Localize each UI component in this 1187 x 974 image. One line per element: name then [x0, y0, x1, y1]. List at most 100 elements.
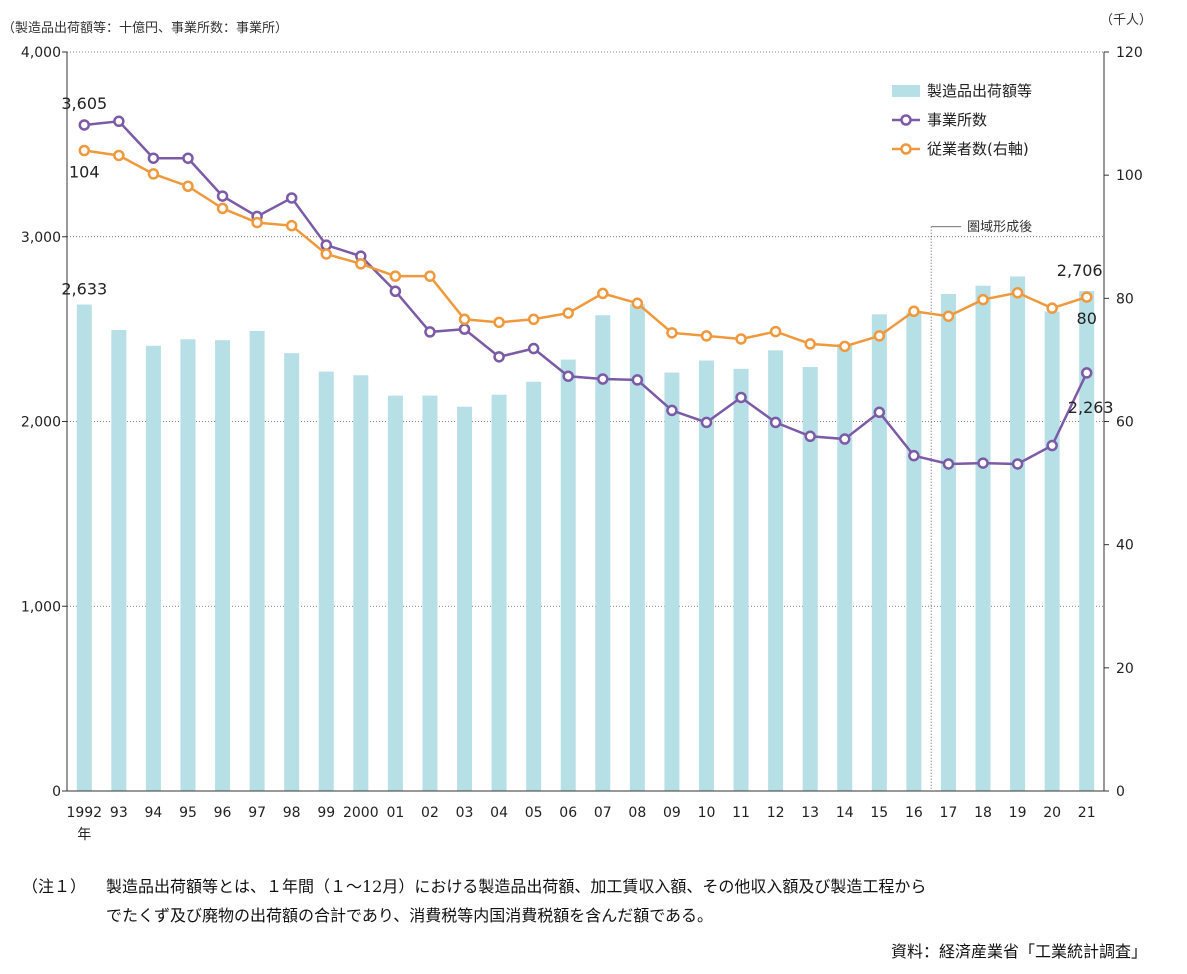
data-label: 2,263	[1068, 398, 1114, 417]
bar	[284, 353, 300, 791]
legend-marker	[900, 114, 912, 126]
data-label: 104	[69, 163, 100, 182]
point-marker	[113, 115, 125, 128]
point-marker	[631, 374, 644, 386]
point-marker	[320, 248, 332, 260]
right-axis-tick-label: 40	[1116, 538, 1134, 554]
x-axis-tick-label: 10	[698, 805, 716, 821]
legend-swatch	[892, 85, 920, 97]
note-line-1: 製造品出荷額等とは、１年間（１～12月）における製造品出荷額、加工賃収入額、その…	[106, 877, 927, 896]
left-axis-tick-label: 1,000	[21, 599, 61, 615]
point-marker	[493, 351, 505, 363]
series-line	[84, 119, 1088, 466]
data-label: 2,633	[61, 280, 107, 299]
point-marker	[147, 168, 160, 180]
bar	[940, 294, 956, 791]
right-axis-tick-label: 80	[1116, 291, 1134, 307]
point-marker	[389, 285, 402, 298]
bar	[1079, 291, 1095, 791]
point-marker	[942, 310, 955, 322]
x-axis-tick-label: 93	[110, 805, 128, 821]
point-marker	[1011, 458, 1024, 470]
point-marker	[1046, 439, 1058, 452]
point-marker	[78, 119, 91, 131]
x-axis-tick-label: 17	[940, 805, 958, 821]
bar	[906, 312, 922, 791]
point-marker	[113, 149, 125, 162]
x-axis-tick-label: 06	[559, 805, 577, 821]
x-axis-tick-label: 01	[386, 805, 404, 821]
point-marker	[597, 287, 609, 300]
bar	[215, 340, 231, 791]
bar	[180, 339, 196, 791]
x-axis-tick-label: 21	[1078, 805, 1096, 821]
note-line-2: でたくず及び廃物の出荷額の合計であり、消費税等内国消費税額を含んだ額である。	[106, 906, 714, 925]
point-marker	[804, 338, 816, 350]
bar	[111, 330, 127, 791]
x-axis-tick-label: 04	[490, 805, 508, 821]
x-axis-tick-label: 16	[905, 805, 923, 821]
x-axis-tick-label: 07	[594, 805, 612, 821]
bar	[422, 395, 438, 791]
x-axis-tick-label: 20	[1043, 805, 1061, 821]
bar	[145, 345, 161, 791]
x-axis-tick-label: 02	[421, 805, 439, 821]
bar	[871, 314, 887, 791]
point-marker	[562, 307, 574, 319]
x-axis-tick-label: 18	[974, 805, 992, 821]
point-marker	[424, 270, 436, 282]
x-axis-tick-label: 2000	[343, 805, 379, 821]
point-marker	[458, 313, 471, 326]
x-axis-tick-label: 11	[732, 805, 750, 821]
bar	[1010, 276, 1026, 791]
point-marker	[78, 144, 91, 157]
chart: （製造品出荷額等：十億円、事業所数：事業所） （千人） 圏域形成後 0 1,000…	[2, 13, 1152, 843]
left-axis-unit-label: （製造品出荷額等：十億円、事業所数：事業所）	[2, 20, 288, 36]
right-axis-tick-label: 100	[1116, 168, 1143, 184]
point-marker	[735, 333, 747, 345]
point-marker	[147, 152, 160, 164]
point-marker	[285, 192, 298, 204]
x-axis-tick-label: 19	[1009, 805, 1027, 821]
bar	[1044, 311, 1060, 791]
point-marker	[804, 430, 816, 443]
point-marker	[700, 330, 713, 342]
point-marker	[182, 180, 194, 193]
point-marker	[666, 327, 678, 339]
annotations: 圏域形成後	[930, 220, 1032, 791]
axes: 01,0002,0003,0004,0000204060801001201992…	[21, 45, 1143, 843]
bar	[595, 315, 611, 791]
point-marker	[769, 325, 782, 338]
point-marker	[182, 152, 194, 164]
left-axis-tick-label: 3,000	[21, 230, 61, 246]
point-marker	[977, 293, 989, 306]
point-marker	[527, 313, 540, 326]
bar	[560, 359, 576, 791]
bar	[975, 285, 991, 791]
x-axis-tick-label: 03	[456, 805, 474, 821]
point-marker	[735, 391, 747, 404]
x-axis-tick-label: 08	[628, 805, 646, 821]
point-marker	[839, 433, 851, 445]
legend-label: 事業所数	[927, 111, 987, 129]
point-marker	[458, 323, 471, 335]
point-marker	[320, 239, 332, 251]
data-label: 80	[1077, 309, 1097, 328]
point-marker	[873, 330, 886, 342]
bar	[629, 304, 645, 791]
right-axis-tick-label: 20	[1116, 661, 1134, 677]
x-axis-tick-label: 13	[801, 805, 819, 821]
point-marker	[355, 258, 367, 270]
data-label: 2,706	[1057, 261, 1103, 280]
legend-label: 製造品出荷額等	[927, 82, 1032, 100]
point-marker	[977, 457, 989, 469]
x-axis-tick-label: 94	[145, 805, 163, 821]
data-label: 3,605	[61, 94, 107, 113]
point-marker	[527, 342, 540, 355]
x-axis-tick-label: 99	[317, 805, 335, 821]
point-marker	[873, 406, 886, 419]
point-marker	[389, 270, 402, 282]
bar	[768, 350, 784, 791]
point-marker	[216, 190, 229, 202]
